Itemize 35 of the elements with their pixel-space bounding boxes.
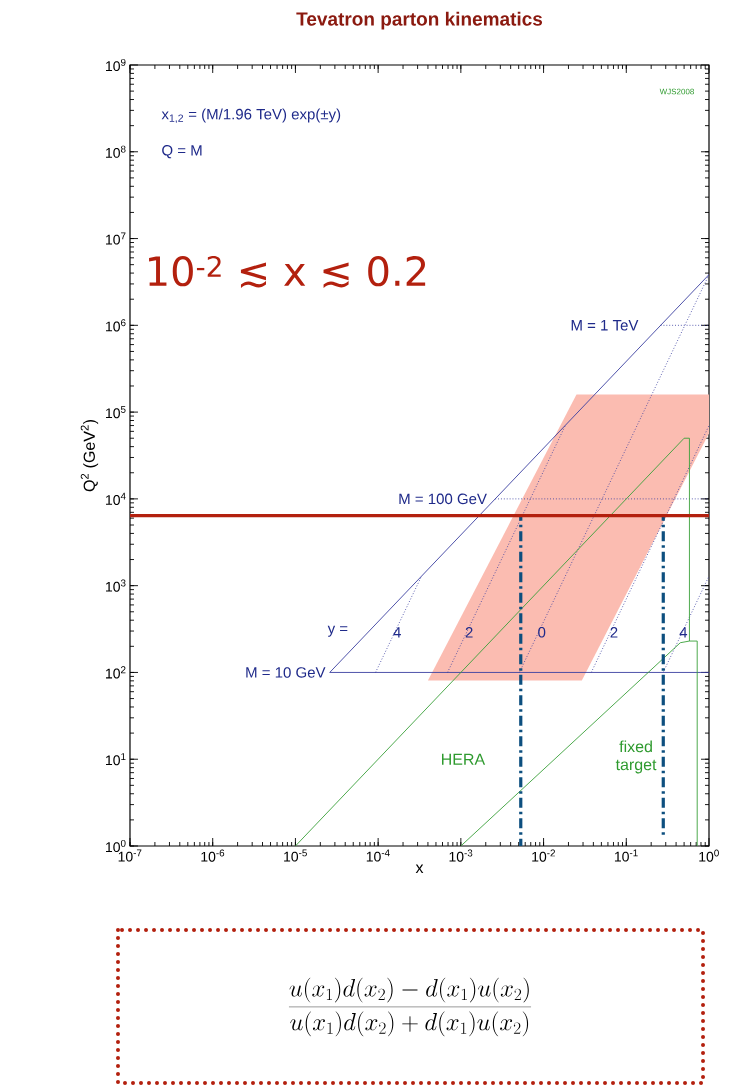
y-tick-label: 10$^{3}$ [106,579,126,592]
chart-title: Tevatron parton kinematics [296,11,543,30]
annotation: 0 [538,627,546,638]
annotation: M = 100 GeV [399,493,487,505]
annotation: M = 10 GeV [246,667,326,678]
x-tick-label: 10$^{-1}$ [614,849,638,862]
annotation: 2 [610,627,618,638]
y-tick-label: 10$^{7}$ [106,232,126,245]
y-tick-label: 10$^{9}$ [106,58,126,72]
y-tick-label: 10$^{5}$ [106,406,126,419]
annotation: fixed target [615,740,657,774]
annotation: 2 [465,627,473,638]
annotation: x$_{1,2}$ = (M/1.96 TeV) exp(±y) [161,108,341,124]
x-tick-label: 10$^{-4}$ [366,849,390,862]
y-tick-label: 10$^{8}$ [106,145,126,158]
annotation: HERA [442,753,486,765]
x-axis-title: x [415,864,424,873]
x-tick-label: 10$^{-2}$ [532,849,555,862]
y-tick-label: 10$^{4}$ [106,492,126,505]
annotation: Q = M [162,145,202,159]
annotation: M = 1 TeV [571,320,639,331]
annotation: 4 [679,627,688,638]
annotation: 10$^{-2}$ ≲ x ≲ 0.2 [149,255,426,288]
annotation: WJS2008 [659,88,694,95]
y-tick-label: 10$^{1}$ [106,753,126,766]
x-tick-label: 10$^{-3}$ [449,849,473,862]
annotation: 4 [393,627,401,638]
y-tick-label: 10$^{2}$ [106,666,126,679]
y-tick-label: 10$^{6}$ [106,319,126,332]
text: $\frac{u(x_1)d(x_2) - d(x_1)u(x_2)}{u(x_1)d(x_2) + d(x_1)u(x_2)}$ [288,977,532,1037]
y-axis-title: Q$^{2}$ (GeV$^{2}$) [80,419,99,492]
annotation: y = [327,625,348,637]
x-tick-label: 10$^{-6}$ [201,849,225,862]
x-tick-label: 10$^{-5}$ [284,849,307,862]
x-tick-label: 10$^{0}$ [699,849,719,862]
